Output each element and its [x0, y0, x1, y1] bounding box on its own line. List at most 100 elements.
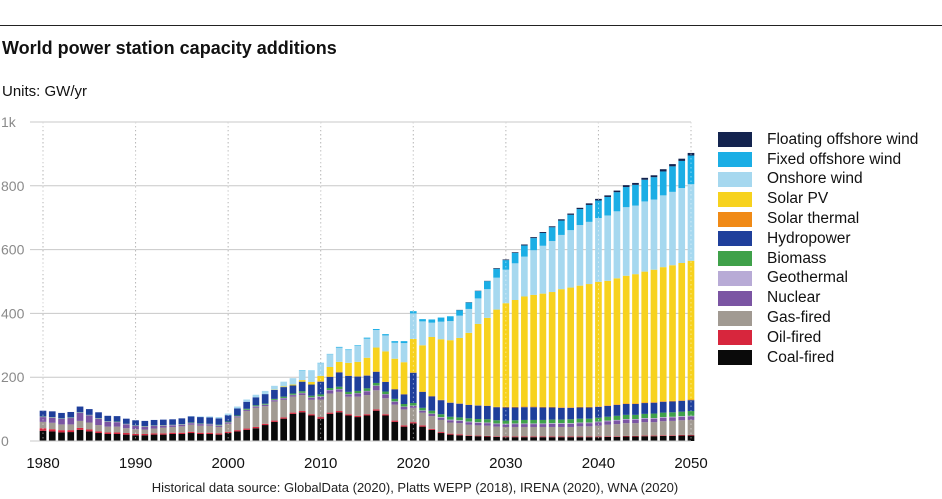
- bar-segment: [465, 435, 473, 441]
- bar-segment: [446, 419, 454, 421]
- bar-segment: [317, 396, 325, 400]
- bar-segment: [391, 358, 399, 390]
- bar-segment: [271, 385, 278, 390]
- bar-segment: [113, 432, 121, 434]
- bar-segment: [345, 396, 352, 415]
- bar-segment: [372, 390, 380, 410]
- bar-segment: [493, 268, 500, 269]
- bar-segment: [298, 391, 306, 393]
- bar-segment: [456, 434, 463, 436]
- bar-segment: [113, 426, 121, 433]
- bar-segment: [595, 281, 602, 407]
- bar-segment: [382, 414, 389, 416]
- bar-segment: [113, 422, 121, 427]
- x-tick-label: 2020: [397, 455, 430, 472]
- bar-segment: [345, 349, 352, 351]
- bar-segment: [104, 426, 112, 433]
- bar-segment: [224, 431, 232, 434]
- bar-segment: [595, 437, 602, 441]
- bar-segment: [687, 155, 695, 185]
- bar-segment: [659, 195, 667, 268]
- bar-segment: [669, 435, 676, 436]
- bar-segment: [215, 418, 223, 425]
- bar-segment: [382, 415, 389, 441]
- bar-segment: [391, 342, 399, 359]
- bar-segment: [595, 406, 602, 418]
- bar-segment: [76, 427, 84, 430]
- bar-segment: [382, 381, 389, 392]
- bar-segment: [326, 388, 334, 390]
- bar-segment: [104, 432, 112, 434]
- bar-segment: [585, 203, 593, 205]
- bar-segment: [659, 417, 667, 422]
- bar-segment: [289, 396, 297, 413]
- bar-segment: [650, 435, 658, 437]
- bar-segment: [85, 431, 93, 441]
- bar-segment: [511, 437, 519, 441]
- bar-segment: [400, 343, 408, 363]
- bar-segment: [530, 294, 537, 407]
- bar-segment: [160, 433, 167, 435]
- bar-segment: [326, 412, 334, 414]
- bar-segment: [308, 415, 315, 441]
- legend-swatch: [718, 310, 752, 326]
- bar-segment: [113, 416, 121, 422]
- bar-segment: [613, 419, 621, 421]
- bar-segment: [271, 421, 278, 441]
- bar-segment: [363, 395, 371, 415]
- bar-segment: [335, 389, 343, 392]
- y-tick-label: 0: [1, 433, 9, 449]
- bar-segment: [678, 400, 686, 401]
- bar-segment: [437, 414, 445, 418]
- legend-swatch: [718, 290, 752, 306]
- bar-segment: [122, 434, 130, 441]
- bar-segment: [650, 199, 658, 270]
- bar-segment: [567, 419, 574, 424]
- bar-segment: [659, 421, 667, 436]
- bar-segment: [511, 252, 519, 253]
- bar-segment: [39, 421, 47, 429]
- bar-segment: [511, 252, 519, 264]
- bar-segment: [659, 401, 667, 413]
- bar-segment: [650, 418, 658, 419]
- bar-segment: [493, 436, 500, 437]
- bar-segment: [558, 289, 565, 408]
- bar-segment: [58, 430, 65, 433]
- bar-segment: [280, 417, 288, 419]
- bar-segment: [419, 425, 426, 427]
- bar-segment: [484, 281, 491, 290]
- bar-segment: [613, 190, 621, 193]
- legend-swatch: [718, 251, 752, 267]
- bar-segment: [576, 423, 584, 427]
- bar-segment: [511, 406, 519, 408]
- bar-segment: [141, 426, 149, 430]
- bar-segment: [613, 424, 621, 437]
- bar-segment: [215, 417, 223, 419]
- bar-segment: [493, 420, 500, 424]
- bar-segment: [604, 195, 612, 197]
- bar-segment: [104, 421, 112, 427]
- bar-segment: [141, 435, 149, 441]
- bar-segment: [530, 426, 537, 437]
- bar-segment: [391, 421, 399, 441]
- bar-segment: [261, 394, 269, 404]
- bar-segment: [391, 341, 399, 343]
- bar-segment: [446, 402, 454, 417]
- bar-segment: [539, 406, 547, 408]
- bar-segment: [409, 403, 417, 406]
- bar-segment: [622, 187, 630, 208]
- bar-segment: [650, 418, 658, 423]
- bar-segment: [197, 424, 204, 426]
- bar-segment: [558, 234, 565, 290]
- bar-segment: [530, 250, 537, 295]
- bar-segment: [48, 431, 56, 441]
- bar-segment: [400, 362, 408, 395]
- bar-segment: [76, 420, 84, 428]
- bar-segment: [669, 412, 676, 417]
- bar-segment: [317, 417, 325, 419]
- bar-segment: [484, 436, 491, 441]
- bar-segment: [567, 423, 574, 424]
- bar-segment: [326, 393, 334, 413]
- bar-segment: [261, 390, 269, 395]
- bar-segment: [224, 421, 232, 423]
